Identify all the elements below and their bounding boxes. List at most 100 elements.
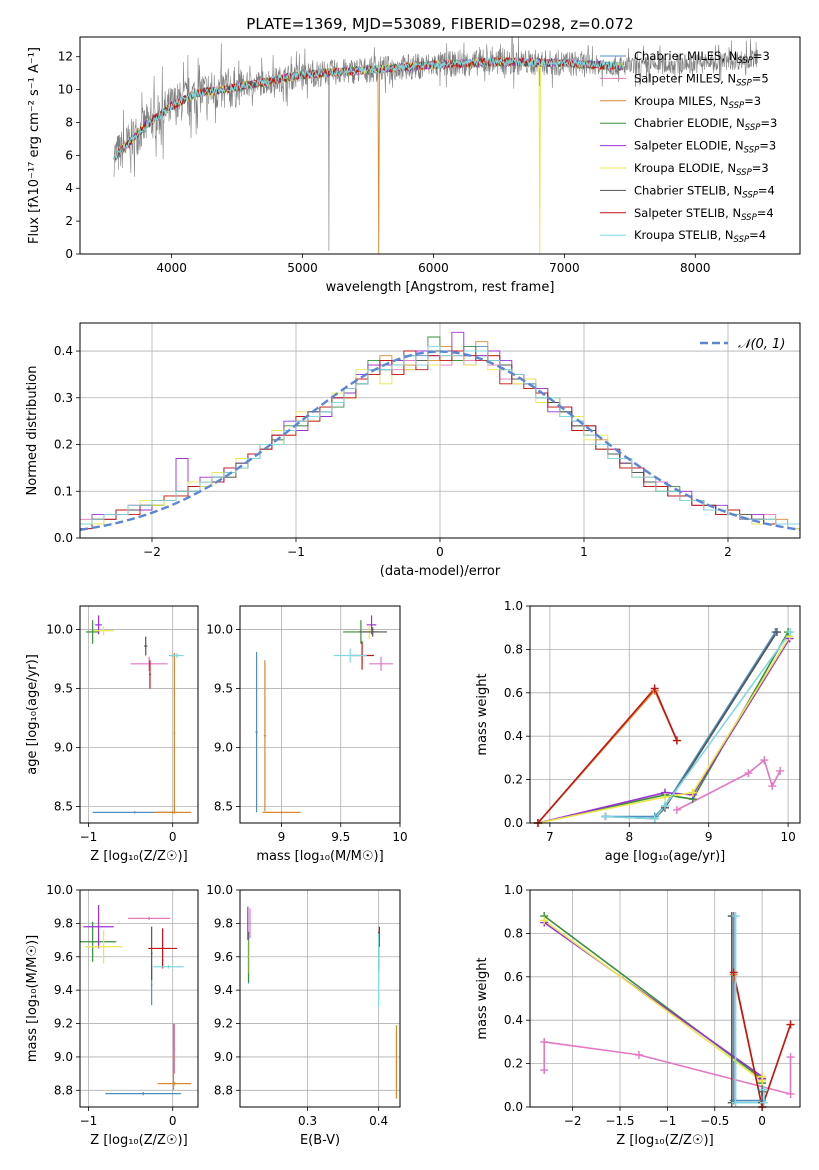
weight_vs_age-weight-line xyxy=(605,631,792,820)
legend-label-main: Salpeter MILES, N xyxy=(634,71,736,85)
weight_vs_age-xtick-label: 7 xyxy=(546,830,554,844)
age_vs_mass-xtick-label: 9 xyxy=(278,830,286,844)
mass_vs_ebv-ytick-label: 9.6 xyxy=(214,950,233,964)
legend-label-eq: =3 xyxy=(760,116,777,130)
spectrum-title: PLATE=1369, MJD=53089, FIBERID=0298, z=0… xyxy=(246,15,633,33)
spectrum-axes: 4000 5000 6000 7000 8000 0 2 4 6 8 10 12 wavelength … xyxy=(27,36,801,295)
weight_vs_age-frame xyxy=(529,605,801,824)
weight_vs_age-ytick-label: 1.0 xyxy=(504,599,523,613)
spectrum-xtick-label: 4000 xyxy=(156,261,187,275)
weight_vs_age-xtick-label: 10 xyxy=(780,830,795,844)
legend-label-1: Salpeter MILES, NSSP=5 xyxy=(634,71,769,88)
residuals-axes: −2 −1 0 1 2 0.0 0.1 0.2 0.3 0.4 (data-model)/error… xyxy=(25,322,801,579)
weight_vs_Z-ytick-label: 1.0 xyxy=(504,883,523,897)
mass_vs_ebv-ytick-label: 10.0 xyxy=(206,883,233,897)
mass_vs_Z-ytick-label: 9.2 xyxy=(54,1017,73,1031)
residuals-ytick-label: 0.2 xyxy=(54,438,73,452)
model-spectrum-line-8 xyxy=(113,57,624,160)
mass_vs_Z-ytick-label: 9.8 xyxy=(54,916,73,930)
spectrum-xtick-label: 5000 xyxy=(287,261,318,275)
gaussian-reference-line xyxy=(80,350,800,531)
age_vs_Z-ytick-label: 8.5 xyxy=(54,799,73,813)
mass_vs_Z-ytick-label: 10.0 xyxy=(46,883,73,897)
chart-area: 4000 5000 6000 7000 8000024681012wavelength … xyxy=(25,36,801,1148)
weight_vs_Z-weight-marker xyxy=(786,1089,795,1098)
legend-label-4: Salpeter ELODIE, NSSP=3 xyxy=(634,139,776,156)
weight_vs_age-xlabel: age [log₁₀(age/yr)] xyxy=(605,849,726,864)
age_vs_Z-xtick-label: 0 xyxy=(169,830,177,844)
weight_vs_age-weight-marker xyxy=(650,684,659,693)
spectrum-frame xyxy=(79,36,801,255)
age_vs_mass-ytick-label: 10.0 xyxy=(206,623,233,637)
age_vs_Z-axes: −1 0 8.5 9.0 9.5 10.0 Z [log₁₀(Z/Z☉)] age [log₁… xyxy=(25,605,199,864)
weight_vs_age-weight-marker xyxy=(785,632,794,641)
mass_vs_ebv-ytick-label: 9.2 xyxy=(214,1017,233,1031)
weight_vs_age-weight-marker xyxy=(786,628,795,637)
weight_vs_Z-ytick-label: 0.8 xyxy=(504,926,523,940)
legend-label-eq: =5 xyxy=(752,71,769,85)
weight_vs_age-weight-marker xyxy=(650,814,659,823)
legend-label-eq: =4 xyxy=(758,183,775,197)
weight_vs_Z-weight-line xyxy=(734,916,765,1104)
mass_vs_ebv-xlabel: E(B-V) xyxy=(300,1133,340,1148)
weight_vs_age-weight-marker xyxy=(661,801,669,810)
legend-label-7: Salpeter STELIB, NSSP=4 xyxy=(634,206,774,223)
age_vs_Z-ylabel: age [log₁₀(age/yr)] xyxy=(25,654,40,775)
weight_vs_Z-weight-line xyxy=(732,972,792,1107)
residuals-ytick-label: 0.4 xyxy=(54,344,73,358)
age_vs_mass-ytick-label: 9.0 xyxy=(214,741,233,755)
legend-label-5: Kroupa ELODIE, NSSP=3 xyxy=(634,161,769,178)
mass_vs_Z-ytick-label: 9.0 xyxy=(54,1050,73,1064)
age_vs_mass-ytick-label: 8.5 xyxy=(214,799,233,813)
weight_vs_Z-ytick-label: 0.2 xyxy=(504,1057,523,1071)
spectrum-plot xyxy=(113,37,759,254)
spectrum-xtick-label: 8000 xyxy=(680,261,711,275)
weight_vs_Z-weight-marker xyxy=(760,1085,768,1094)
weight_vs_age-axes: 7 8 9 10 0.0 0.2 0.4 0.6 0.8 1.0 age [log₁₀(age/yr… xyxy=(475,599,801,864)
legend-label-main: Kroupa STELIB, N xyxy=(634,228,734,242)
mass_vs_Z-xtick-label: −1 xyxy=(80,1114,98,1128)
age_vs_mass-xlabel: mass [log₁₀(M/M☉)] xyxy=(256,849,383,864)
weight_vs_age-ytick-label: 0.0 xyxy=(504,816,523,830)
age_vs_mass-xtick-label: 10 xyxy=(392,830,407,844)
age_vs_mass-frame xyxy=(239,605,401,824)
mass_vs_Z-ylabel: mass [log₁₀(M/M☉)] xyxy=(25,935,40,1062)
legend-label-eq: =4 xyxy=(757,206,774,220)
weight_vs_age-weight-marker xyxy=(772,628,781,637)
spectrum-ytick-label: 0 xyxy=(65,247,73,261)
weight_vs_Z-weight-marker xyxy=(731,912,740,921)
observed-spectrum-line xyxy=(113,37,759,251)
weight_vs_age-ytick-label: 0.2 xyxy=(504,773,523,787)
weight_vs_Z-ytick-label: 0.0 xyxy=(504,1100,523,1114)
weight_vs_Z-weight-marker xyxy=(634,1050,643,1059)
mass_vs_ebv-xtick-label: 0.4 xyxy=(369,1114,388,1128)
legend-label-eq: =3 xyxy=(752,161,769,175)
spectrum-ytick-label: 12 xyxy=(58,50,73,64)
legend-label-6: Chabrier STELIB, NSSP=4 xyxy=(634,183,775,200)
weight_vs_Z-xtick-label: −1 xyxy=(659,1114,677,1128)
mass_vs_Z-xlabel: Z [log₁₀(Z/Z☉)] xyxy=(90,1133,187,1148)
spectrum-ytick-label: 4 xyxy=(65,181,73,195)
legend-label-eq: =4 xyxy=(749,228,766,242)
residuals-ytick-label: 0.0 xyxy=(54,531,73,545)
legend-label-sub: SSP xyxy=(742,190,758,200)
weight_vs_age-weight-marker xyxy=(688,788,697,797)
weight_vs_Z-weight-marker xyxy=(731,1098,740,1107)
weight_vs_Z-ytick-label: 0.6 xyxy=(504,970,523,984)
weight_vs_age-weight-line xyxy=(537,638,791,823)
legend-label-main: Chabrier STELIB, N xyxy=(634,183,742,197)
mass_vs_ebv-ytick-label: 8.8 xyxy=(214,1083,233,1097)
residual-histogram-8 xyxy=(80,345,800,525)
spectrum-ylabel: Flux [fλ10⁻¹⁷ erg cm⁻² s⁻¹ A⁻¹] xyxy=(27,47,42,244)
spectrum-ytick-label: 6 xyxy=(65,148,73,162)
weight_vs_age-ylabel: mass weight xyxy=(475,673,490,755)
mass_vs_ebv-xtick-label: 0.3 xyxy=(298,1114,317,1128)
residuals-ylabel: Normed distribution xyxy=(25,366,40,496)
weight_vs_age-ytick-label: 0.6 xyxy=(504,686,523,700)
mass_vs_ebv-axes: 0.3 0.4 8.8 9.0 9.2 9.4 9.6 9.8 10.0 E(B-V) xyxy=(206,883,401,1148)
mass_vs_Z-plot xyxy=(80,905,192,1096)
spectrum-ytick-label: 8 xyxy=(65,115,73,129)
age_vs_Z-ytick-label: 9.0 xyxy=(54,741,73,755)
weight_vs_Z-weight-marker xyxy=(540,1037,549,1046)
